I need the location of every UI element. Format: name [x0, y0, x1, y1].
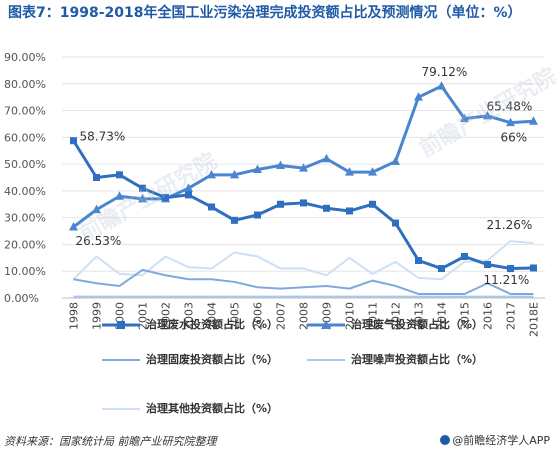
data-point [207, 169, 216, 179]
data-label: 66% [501, 130, 528, 144]
x-tick-label: 2008 [298, 302, 311, 330]
legend-swatch-other [102, 408, 140, 410]
legend-swatch-solid-waste [102, 359, 140, 361]
x-tick-label: 2010 [344, 302, 357, 330]
legend-swatch-wastewater [102, 321, 140, 329]
data-point [322, 153, 331, 163]
data-point [231, 216, 238, 224]
x-tick-label: 2007 [275, 302, 288, 330]
data-label: 79.12% [422, 65, 468, 79]
x-tick-label: 2006 [252, 302, 265, 330]
x-tick-label: 2004 [206, 302, 219, 330]
data-point [69, 221, 78, 231]
data-point [299, 163, 308, 172]
x-tick-label: 2014 [436, 302, 449, 330]
x-tick-label: 2001 [137, 302, 150, 330]
data-point [230, 169, 239, 179]
y-tick-label: 30.00% [4, 212, 46, 225]
data-point [300, 199, 307, 207]
x-tick-label: 1998 [68, 302, 81, 330]
y-tick-label: 60.00% [4, 131, 46, 144]
data-point [529, 116, 538, 125]
data-point [185, 191, 192, 199]
data-point [437, 81, 446, 90]
data-point [414, 92, 423, 101]
y-tick-label: 70.00% [4, 105, 46, 118]
data-point [116, 171, 123, 179]
data-point [438, 265, 445, 273]
legend-label-waste-gas: 治理废气投资额占比（%） [351, 318, 484, 331]
y-tick-label: 80.00% [4, 78, 46, 91]
brand-logo-icon [440, 435, 451, 445]
data-point [115, 191, 124, 200]
data-label: 65.48% [487, 100, 533, 114]
data-point [484, 261, 491, 269]
data-point [277, 200, 284, 208]
data-point [507, 265, 514, 273]
data-point [162, 194, 169, 202]
y-tick-label: 10.00% [4, 265, 46, 278]
data-point [392, 219, 399, 227]
x-tick-label: 2017 [505, 302, 518, 330]
y-tick-label: 50.00% [4, 158, 46, 171]
x-tick-label: 2002 [160, 302, 173, 330]
y-tick-label: 40.00% [4, 185, 46, 198]
data-point [138, 193, 147, 203]
legend-label-wastewater: 治理废水投资额占比（%） [146, 318, 279, 331]
series-line [73, 268, 534, 295]
legend-label-noise: 治理噪声投资额占比（%） [351, 353, 484, 366]
data-point [345, 167, 354, 176]
x-tick-label: 2012 [390, 302, 403, 330]
legend-swatch-waste-gas [307, 320, 345, 329]
y-tick-label: 90.00% [4, 51, 46, 64]
data-point [276, 160, 285, 169]
data-point [139, 184, 146, 192]
x-tick-label: 2011 [367, 302, 380, 330]
data-point [391, 156, 400, 165]
data-point [208, 203, 215, 211]
x-tick-label: 2013 [413, 302, 426, 330]
x-tick-label: 1999 [91, 302, 104, 330]
legend-label-other: 治理其他投资额占比（%） [146, 402, 279, 415]
data-label: 26.53% [76, 234, 122, 248]
data-point [461, 252, 468, 260]
x-tick-label: 2003 [183, 302, 196, 330]
data-point [70, 137, 77, 145]
chart-title: 图表7：1998-2018年全国工业污染治理完成投资额占比及预测情况（单位：%） [8, 5, 522, 21]
legend-swatch-noise [307, 359, 345, 361]
data-point [530, 264, 537, 272]
data-label: 11.21% [484, 273, 530, 287]
data-point [369, 200, 376, 208]
data-point [346, 207, 353, 215]
data-label: 58.73% [80, 130, 126, 144]
data-point [323, 204, 330, 212]
data-point [254, 211, 261, 219]
data-point [184, 183, 193, 192]
y-tick-label: 0.00% [4, 292, 39, 305]
data-point [93, 174, 100, 181]
x-tick-label: 2018E [528, 302, 541, 337]
data-point [506, 117, 515, 127]
legend-label-solid-waste: 治理固废投资额占比（%） [146, 353, 279, 366]
data-point [460, 113, 469, 123]
x-tick-label: 2009 [321, 302, 334, 330]
data-point [483, 110, 492, 120]
x-tick-label: 2005 [229, 302, 242, 330]
x-tick-label: 2015 [459, 302, 472, 330]
brand-credit: @前瞻经济学人APP [440, 432, 550, 448]
data-label: 21.26% [487, 218, 533, 232]
data-point [415, 257, 422, 265]
source-note: 资料来源：国家统计局 前瞻产业研究院整理 [4, 435, 217, 448]
x-tick-label: 2016 [482, 302, 495, 330]
y-tick-label: 20.00% [4, 238, 46, 251]
data-point [92, 204, 101, 214]
series-line [72, 240, 534, 281]
data-point [368, 167, 377, 176]
data-point [253, 164, 262, 173]
brand-label: @前瞻经济学人APP [452, 434, 550, 447]
